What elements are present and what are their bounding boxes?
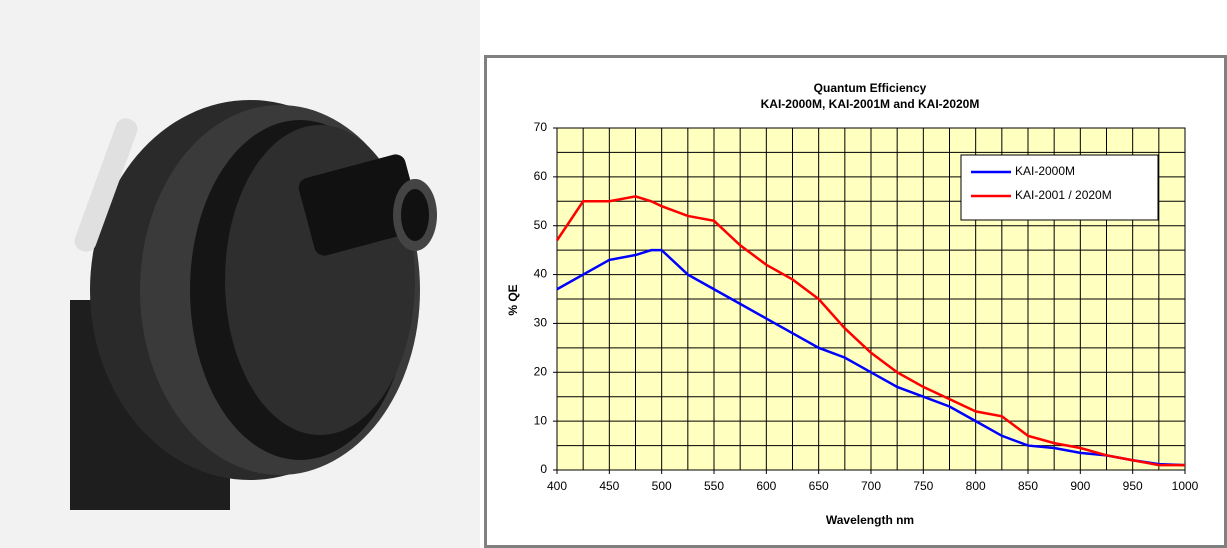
x-tick-label: 500 bbox=[652, 479, 672, 493]
y-tick-label: 70 bbox=[534, 120, 548, 134]
x-tick-label: 950 bbox=[1123, 479, 1143, 493]
legend-label: KAI-2001 / 2020M bbox=[1015, 188, 1112, 202]
data-line bbox=[555, 195, 1185, 467]
x-tick-label: 700 bbox=[861, 479, 881, 493]
y-axis-label: % QE bbox=[506, 284, 520, 315]
chart-subtitle: KAI-2000M, KAI-2001M and KAI-2020M bbox=[761, 97, 980, 111]
y-tick-label: 30 bbox=[534, 316, 548, 330]
camera-photo bbox=[0, 0, 480, 548]
x-axis-label: Wavelength nm bbox=[826, 513, 914, 527]
legend-label: KAI-2000M bbox=[1015, 164, 1075, 178]
y-tick-label: 0 bbox=[540, 462, 547, 476]
x-tick-label: 850 bbox=[1018, 479, 1038, 493]
y-tick-label: 20 bbox=[534, 364, 548, 378]
x-tick-label: 450 bbox=[599, 479, 619, 493]
chart: Quantum Efficiency KAI-2000M, KAI-2001M … bbox=[484, 55, 1227, 548]
x-tick-label: 1000 bbox=[1172, 479, 1199, 493]
y-tick-label: 50 bbox=[534, 218, 548, 232]
x-tick-label: 650 bbox=[809, 479, 829, 493]
legend-box bbox=[960, 154, 1159, 221]
y-tick-label: 60 bbox=[534, 169, 548, 183]
x-tick-label: 400 bbox=[547, 479, 567, 493]
x-tick-label: 600 bbox=[756, 479, 776, 493]
x-tick-label: 550 bbox=[704, 479, 724, 493]
chart-title: Quantum Efficiency bbox=[814, 81, 927, 95]
x-tick-label: 900 bbox=[1070, 479, 1090, 493]
y-tick-label: 40 bbox=[534, 267, 548, 281]
data-line bbox=[556, 248, 1186, 467]
x-tick-label: 800 bbox=[966, 479, 986, 493]
y-tick-label: 10 bbox=[534, 413, 548, 427]
x-tick-label: 750 bbox=[913, 479, 933, 493]
